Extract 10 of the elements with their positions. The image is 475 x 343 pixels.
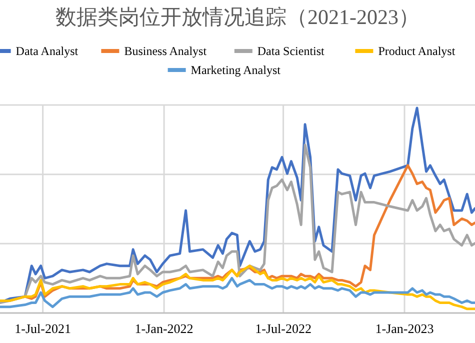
x-tick-label: 1-Jul-2022 [255, 321, 312, 336]
x-tick-label: 1-Jul-2021 [14, 321, 71, 336]
legend-label: Data Analyst [16, 44, 79, 58]
legend-label: Product Analyst [378, 44, 456, 58]
legend-label: Business Analyst [124, 44, 208, 58]
legend-label: Marketing Analyst [190, 63, 282, 77]
chart-title: 数据类岗位开放情况追踪（2021-2023） [56, 5, 420, 29]
x-tick-label: 1-Jan-2022 [134, 321, 194, 336]
x-tick-label: 1-Jan-2023 [375, 321, 434, 336]
legend-label: Data Scientist [257, 44, 326, 58]
